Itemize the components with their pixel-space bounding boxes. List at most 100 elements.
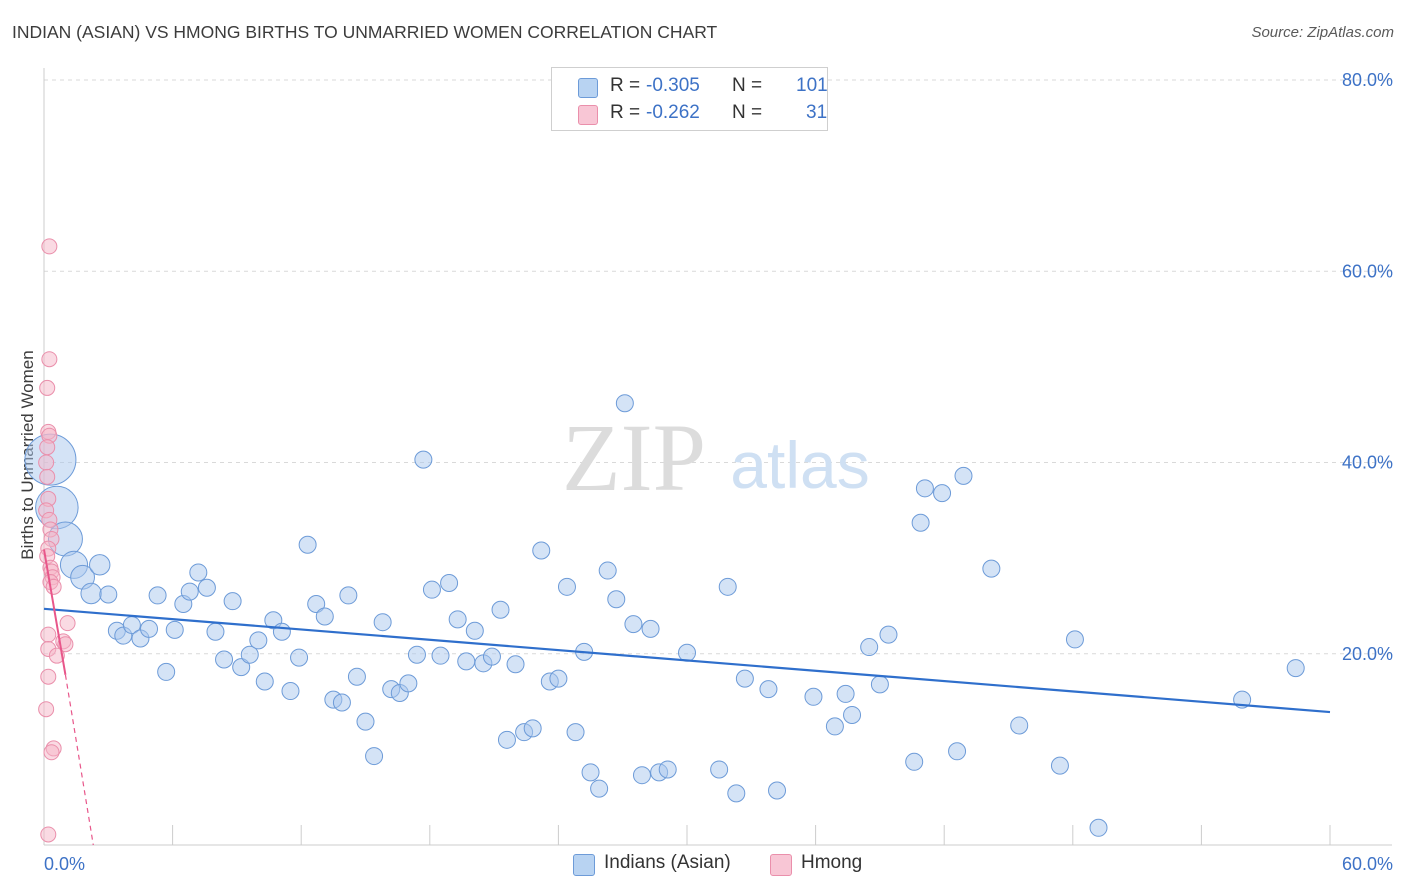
data-point: [45, 578, 62, 595]
data-point: [307, 595, 326, 614]
legend-n-label: N =: [732, 75, 763, 96]
data-point: [1089, 818, 1108, 837]
data-point: [232, 658, 251, 677]
data-point: [339, 586, 358, 605]
data-point: [298, 535, 317, 554]
data-point: [598, 561, 617, 580]
data-point: [735, 669, 754, 688]
data-point: [414, 450, 433, 469]
data-point: [39, 379, 56, 396]
legend-r-label: R =: [610, 75, 641, 96]
data-point: [356, 712, 375, 731]
data-point: [457, 652, 476, 671]
data-point: [140, 619, 159, 638]
data-point: [206, 622, 225, 641]
watermark-zip: ZIP: [562, 404, 706, 511]
data-point: [954, 466, 973, 485]
data-point: [843, 705, 862, 724]
trend-lines: [43, 549, 1331, 846]
data-point: [180, 582, 199, 601]
data-point: [506, 655, 525, 674]
data-point: [41, 238, 58, 255]
data-point: [718, 577, 737, 596]
data-point: [40, 826, 57, 843]
data-point: [43, 744, 60, 761]
data-point: [836, 684, 855, 703]
data-point: [497, 730, 516, 749]
data-point: [38, 701, 55, 718]
data-point: [189, 563, 208, 582]
data-point: [905, 752, 924, 771]
data-point: [710, 760, 729, 779]
data-point: [1065, 630, 1084, 649]
data-point: [624, 615, 643, 634]
watermark-atlas: atlas: [730, 428, 869, 502]
data-point: [223, 592, 242, 611]
data-point: [915, 479, 934, 498]
legend-swatch-blue: [578, 78, 598, 98]
data-point: [948, 742, 967, 761]
data-point: [38, 454, 55, 471]
y-tick-label: 40.0%: [1342, 453, 1393, 473]
legend-swatch-pink: [578, 105, 598, 125]
legend-r-label: R =: [610, 102, 641, 123]
data-point: [448, 610, 467, 629]
data-point: [658, 760, 677, 779]
chart-title: INDIAN (ASIAN) VS HMONG BIRTHS TO UNMARR…: [12, 22, 718, 42]
data-point: [440, 573, 459, 592]
data-point: [566, 723, 585, 742]
data-point: [1010, 716, 1029, 735]
legend-r-value: -0.262: [646, 102, 700, 123]
data-point: [804, 687, 823, 706]
x-tick-label: 0.0%: [44, 854, 85, 874]
data-point: [373, 613, 392, 632]
data-point: [860, 638, 879, 657]
data-point: [39, 468, 56, 485]
data-point: [825, 717, 844, 736]
data-point: [422, 580, 441, 599]
data-point: [911, 513, 930, 532]
data-point: [40, 668, 57, 685]
data-point: [249, 631, 268, 650]
y-tick-label: 80.0%: [1342, 70, 1393, 90]
watermark: ZIP atlas: [562, 404, 870, 511]
data-point: [641, 619, 660, 638]
data-point: [523, 719, 542, 738]
data-point: [549, 669, 568, 688]
data-point: [870, 675, 889, 694]
trend-line-hmong: [43, 549, 67, 675]
data-point: [89, 554, 111, 576]
data-point: [99, 585, 118, 604]
data-point: [482, 647, 501, 666]
data-point: [933, 484, 952, 503]
data-point: [157, 662, 176, 681]
data-point: [399, 674, 418, 693]
data-point: [581, 763, 600, 782]
data-point: [40, 626, 57, 643]
legend-n-value: 101: [796, 75, 828, 96]
data-point: [532, 541, 551, 560]
data-point: [615, 394, 634, 413]
legend-swatch-blue: [573, 854, 595, 876]
tick-labels: 20.0% 40.0% 60.0% 80.0% 0.0% 60.0%: [44, 70, 1393, 874]
data-point: [41, 351, 58, 368]
grid-lines: [44, 79, 1392, 655]
legend-n-label: N =: [732, 102, 763, 123]
data-point: [255, 672, 274, 691]
trend-line-hmong-extension: [64, 674, 94, 846]
axes: [43, 68, 1392, 846]
legend-swatch-pink: [770, 854, 792, 876]
data-point: [59, 615, 76, 632]
stats-legend: R = -0.305 N = 101 R = -0.262 N = 31: [551, 67, 828, 131]
legend-r-value: -0.305: [646, 75, 700, 96]
x-tick-label: 60.0%: [1342, 854, 1393, 874]
legend-label-hmong: Hmong: [801, 852, 863, 873]
y-tick-label: 20.0%: [1342, 644, 1393, 664]
data-point: [491, 600, 510, 619]
legend-label-indians: Indians (Asian): [604, 852, 731, 873]
data-point: [768, 781, 787, 800]
data-point: [678, 643, 696, 662]
data-point: [1050, 756, 1069, 775]
data-point: [759, 680, 778, 699]
